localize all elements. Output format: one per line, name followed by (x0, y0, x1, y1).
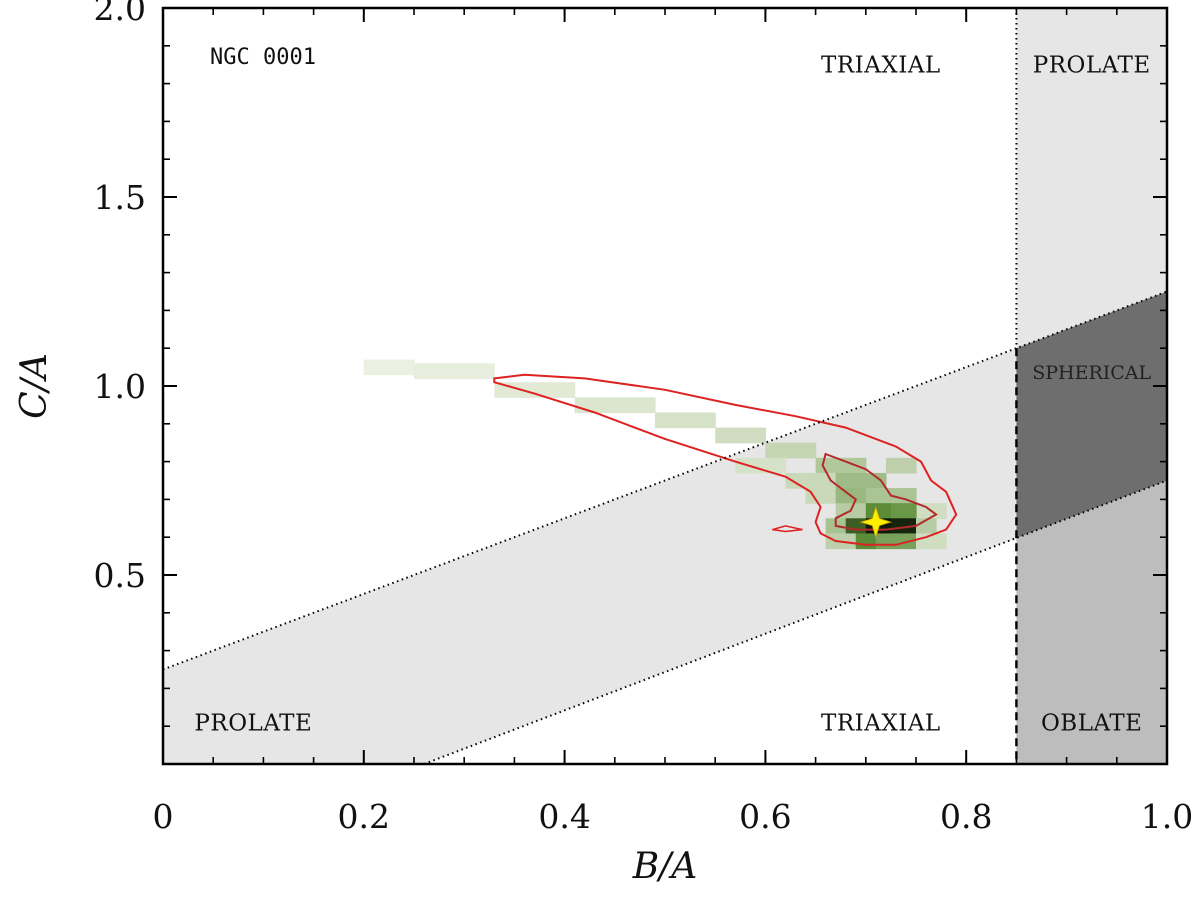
ticks-layer: 0 0.2 0.4 0.6 0.8 1.0 0.5 1.0 1.5 2.0 (94, 0, 1194, 836)
density-cell (765, 442, 817, 459)
boundary-lines-layer (163, 8, 1167, 764)
density-cell (885, 457, 917, 474)
y-tick-label: 1.5 (94, 178, 146, 217)
x-tick-label: 0.4 (538, 797, 590, 836)
density-cell (363, 359, 415, 376)
density-cell (494, 382, 576, 398)
density-cell (574, 397, 656, 414)
contour-outer (493, 373, 958, 546)
density-cell (805, 488, 837, 504)
oblate-region (1016, 480, 1167, 764)
spherical-region (1016, 291, 1167, 538)
x-tick-label: 0.8 (940, 797, 992, 836)
density-cell (735, 457, 787, 474)
y-axis-title: C/A (14, 353, 55, 419)
x-tick-label: 0 (153, 797, 174, 836)
density-cell (715, 427, 766, 444)
density-cell (815, 457, 867, 474)
best-fit-layer (859, 505, 893, 539)
y-tick-label: 0.5 (94, 556, 146, 595)
region-labels-layer: NGC 0001 TRIAXIAL PROLATE SPHERICAL PROLATE… (194, 45, 1151, 736)
x-tick-label: 1.0 (1141, 797, 1193, 836)
region-label: OBLATE (1041, 710, 1143, 736)
density-cell (890, 518, 917, 535)
contour-small (772, 525, 803, 533)
region-label: TRIAXIAL (821, 710, 941, 736)
y-tick-label: 1.0 (94, 367, 146, 406)
density-cell (654, 412, 716, 429)
density-cell (855, 533, 877, 550)
density-layer (363, 359, 947, 550)
galaxy-label: NGC 0001 (210, 45, 316, 70)
contour-inner (821, 452, 938, 531)
contour-layer (493, 373, 958, 546)
region-label: SPHERICAL (1032, 362, 1151, 384)
density-cell (845, 518, 867, 535)
band-upper-boundary (163, 290, 1167, 671)
x-tick-label: 0.2 (338, 797, 390, 836)
best-fit-marker (859, 505, 893, 539)
density-cell (414, 363, 495, 380)
x-tick-label: 0.6 (739, 797, 791, 836)
density-cell (865, 503, 892, 519)
y-tick-label: 2.0 (94, 0, 146, 28)
region-label: PROLATE (194, 710, 312, 736)
density-cell (835, 472, 887, 489)
x-axis-title: B/A (632, 846, 698, 887)
region-label: PROLATE (1033, 53, 1151, 79)
density-cell (890, 503, 917, 519)
region-label: TRIAXIAL (821, 53, 941, 79)
plot-area (163, 8, 1167, 764)
